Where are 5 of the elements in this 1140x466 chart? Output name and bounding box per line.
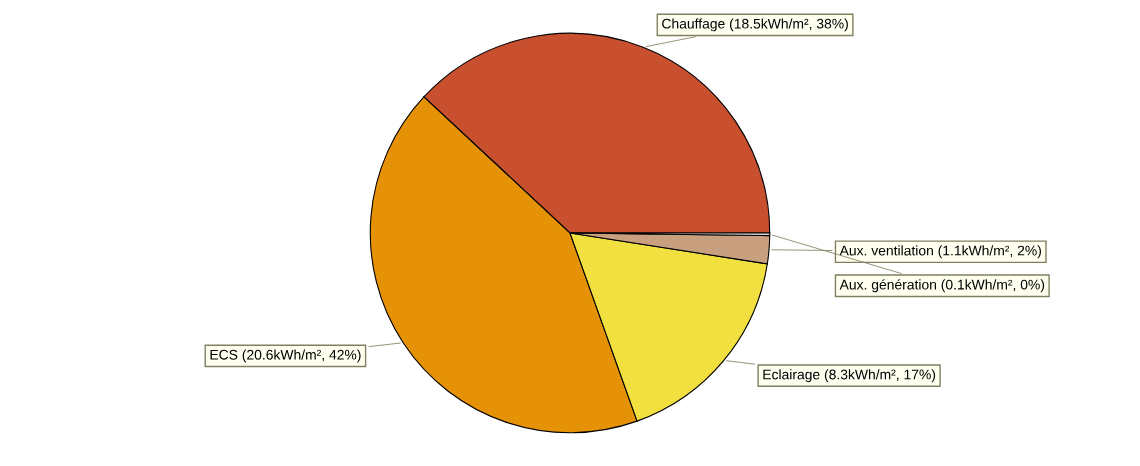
slice-label: Chauffage (18.5kWh/m², 38%) <box>662 18 848 32</box>
slice-label: Aux. génération (0.1kWh/m², 0%) <box>839 279 1045 293</box>
slice-label: Eclairage (8.3kWh/m², 17%) <box>763 369 936 383</box>
slice-label: ECS (20.6kWh/m², 42%) <box>210 349 361 363</box>
slice-label: Aux. ventilation (1.1kWh/m², 2%) <box>839 245 1041 259</box>
